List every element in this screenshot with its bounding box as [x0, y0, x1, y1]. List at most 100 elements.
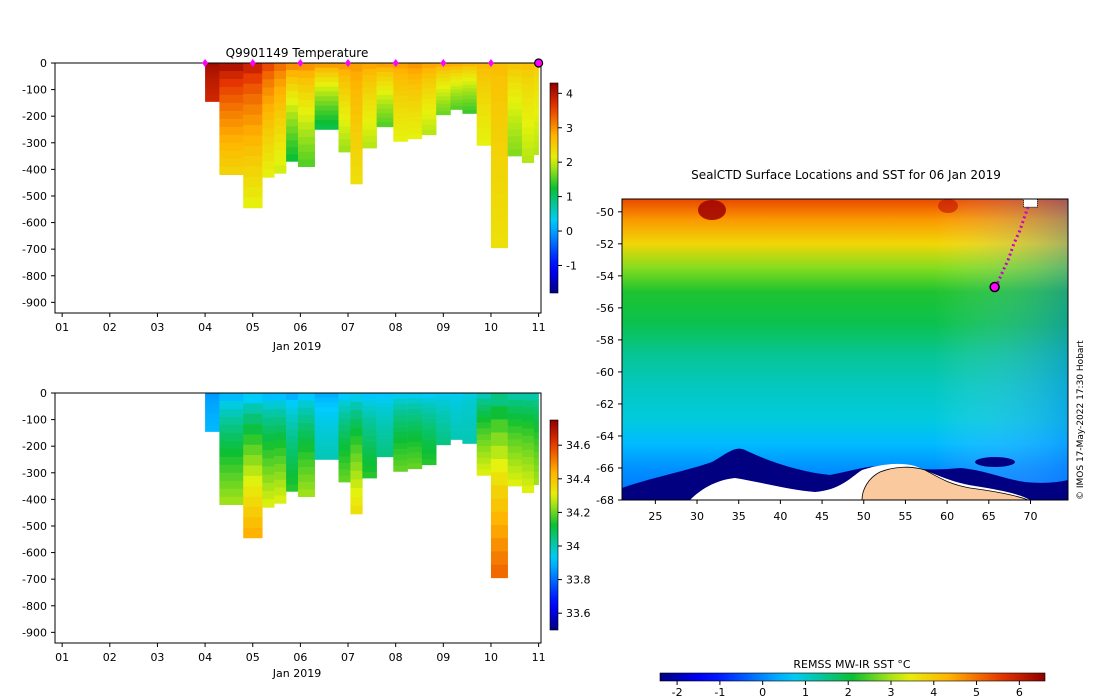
profile-cell [219, 118, 244, 128]
profile-cell [393, 465, 408, 472]
profile-cell [450, 92, 463, 97]
profile-cell [490, 472, 508, 486]
profile-cell [205, 93, 220, 97]
longitude-label: 25 [648, 510, 662, 523]
profile-cell [286, 77, 299, 85]
profile-cell [350, 496, 363, 506]
y-tick-label: -200 [22, 110, 47, 123]
profile-cell [362, 81, 377, 88]
profile-cell [376, 447, 394, 453]
profile-cell [219, 102, 244, 112]
profile-cell [376, 99, 394, 105]
profile-cell [274, 86, 287, 95]
profile-cell [490, 102, 508, 117]
profile-cell [298, 114, 315, 123]
profile-cell [243, 197, 263, 209]
salinity-x-label: Jan 2019 [272, 667, 321, 680]
profile-cell [362, 405, 377, 412]
profile-cell [507, 109, 523, 117]
profile-cell [490, 63, 508, 77]
colorbar-tick-label: 34 [566, 540, 580, 553]
profile-cell [476, 68, 492, 76]
profile-cell [407, 393, 423, 399]
profile-cell [314, 449, 339, 456]
x-tick-label: 08 [389, 651, 403, 664]
x-tick-label: 04 [198, 321, 212, 334]
profile-cell [338, 139, 351, 147]
profile-cell [219, 440, 244, 450]
profile-cell [350, 488, 363, 498]
profile-cell [450, 402, 463, 407]
profile-cell [436, 103, 451, 108]
profile-cell [298, 122, 315, 130]
profile-cell [507, 149, 523, 157]
profile-cell [421, 454, 437, 460]
profile-cell [219, 496, 244, 506]
profile-cell [533, 478, 539, 486]
profile-cell [462, 421, 477, 426]
profile-cell [376, 393, 394, 398]
profile-cell [219, 472, 244, 482]
profile-cell [436, 422, 451, 427]
x-tick-label: 10 [484, 321, 498, 334]
profile-cell [219, 416, 244, 426]
profile-cell [262, 103, 275, 113]
profile-cell [274, 157, 287, 166]
profile-cell [286, 463, 299, 471]
profile-cell [476, 469, 492, 476]
profile-cell [338, 393, 351, 400]
profile-cell [205, 71, 220, 75]
profile-cell [407, 403, 423, 410]
profile-cell [533, 432, 539, 440]
profile-cell [298, 137, 315, 145]
surface-location-marker [202, 59, 209, 67]
profile-cell [262, 112, 275, 121]
profile-cell [298, 107, 315, 116]
profile-cell [376, 452, 394, 458]
profile-cell [243, 393, 263, 404]
colorbar-tick-label: -1 [566, 259, 577, 272]
profile-cell [205, 90, 220, 94]
profile-cell [393, 91, 408, 97]
profile-cell [274, 463, 287, 473]
profile-cell [219, 393, 244, 402]
sst-east-shading [622, 199, 1068, 500]
temperature-surface-markers [202, 58, 544, 68]
profile-cell [243, 506, 263, 518]
profile-cell [376, 424, 394, 430]
x-tick-label: 03 [150, 321, 164, 334]
profile-cell [338, 456, 351, 464]
profile-cell [507, 432, 523, 440]
profile-cell [376, 411, 394, 417]
profile-cell [286, 456, 299, 464]
profile-cell [298, 422, 315, 431]
profile-cell [376, 104, 394, 109]
profile-cell [274, 487, 287, 496]
x-tick-label: 01 [55, 651, 69, 664]
profile-cell [205, 423, 220, 427]
profile-cell [436, 85, 451, 90]
longitude-label: 60 [940, 510, 954, 523]
profile-cell [350, 71, 363, 81]
profile-cell [436, 92, 451, 97]
profile-cell [219, 134, 244, 144]
profile-cell [521, 464, 535, 472]
profile-cell [205, 398, 220, 402]
profile-cell [462, 429, 477, 434]
profile-cell [462, 407, 477, 412]
profile-cell [298, 444, 315, 453]
profile-cell [407, 452, 423, 459]
profile-cell [407, 447, 423, 453]
y-tick-label: 0 [40, 387, 47, 400]
profile-cell [243, 135, 263, 147]
profile-cell [450, 426, 463, 430]
profile-cell [476, 139, 492, 146]
profile-cell [274, 416, 287, 425]
profile-cell [338, 399, 351, 407]
profile-cell [338, 475, 351, 483]
profile-cell [298, 474, 315, 483]
profile-cell [421, 403, 437, 409]
profile-cell [286, 400, 299, 408]
profile-cell [376, 108, 394, 114]
y-tick-label: -500 [22, 520, 47, 533]
